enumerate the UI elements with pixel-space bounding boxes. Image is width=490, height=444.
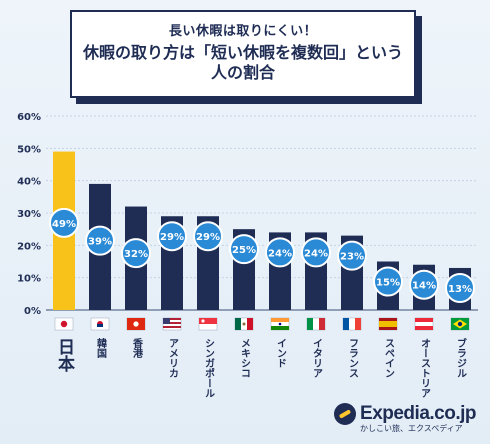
title-box: 長い休暇は取りにくい！ 休暇の取り方は「短い休暇を複数回」という人の割合 <box>70 10 416 98</box>
france-flag-icon <box>342 317 362 331</box>
category-label: 日本 <box>54 338 75 373</box>
value-bubble <box>265 237 295 268</box>
singapore-flag-icon <box>198 317 218 331</box>
y-tick-label: 60% <box>17 112 41 123</box>
category-label: オーストリア <box>419 338 431 398</box>
data-label: 29% <box>160 232 184 243</box>
value-bubble <box>121 238 151 269</box>
logo-name: Expedia.co.jp <box>360 403 476 424</box>
category-label: インド <box>275 338 287 368</box>
value-bubble <box>301 237 331 268</box>
data-label: 39% <box>88 237 112 248</box>
data-label: 25% <box>232 245 256 256</box>
data-label: 49% <box>52 219 76 230</box>
mexico-flag-icon <box>234 317 254 331</box>
category-label: アメリカ <box>167 338 179 378</box>
category-label: ブラジル <box>455 337 467 378</box>
value-bubble <box>85 225 115 256</box>
value-bubble <box>229 234 259 265</box>
value-bubble <box>157 221 187 252</box>
logo-tagline: かしこい旅、エクスペディア <box>360 424 463 433</box>
data-label: 32% <box>124 249 148 260</box>
value-bubble <box>409 269 439 300</box>
y-tick-label: 10% <box>17 274 41 285</box>
data-label: 24% <box>268 248 292 259</box>
category-label: イタリア <box>311 338 323 378</box>
austria-flag-icon <box>414 317 434 331</box>
india-flag-icon <box>270 317 290 331</box>
japan-flag-icon <box>54 317 74 331</box>
value-bubble <box>193 221 223 252</box>
plane-logo-icon <box>334 403 357 425</box>
value-bubble <box>49 207 79 238</box>
category-label: メキシコ <box>239 338 251 378</box>
data-label: 15% <box>376 278 400 289</box>
data-label: 23% <box>340 252 364 263</box>
data-label: 14% <box>412 281 436 292</box>
y-tick-label: 0% <box>24 306 41 317</box>
value-bubble <box>373 266 403 297</box>
value-bubble <box>337 240 367 271</box>
italy-flag-icon <box>306 317 326 331</box>
data-label: 29% <box>196 232 220 243</box>
hongkong-flag-icon <box>126 317 146 331</box>
category-label: シンガポール <box>203 338 215 398</box>
brazil-flag-icon <box>450 317 470 331</box>
y-tick-label: 20% <box>17 241 41 252</box>
expedia-logo: Expedia.co.jp かしこい旅、エクスペディア <box>334 403 476 434</box>
y-tick-label: 30% <box>17 209 41 220</box>
korea-flag-icon <box>90 317 110 331</box>
value-bubble <box>445 272 475 303</box>
category-label: 香港 <box>131 337 143 359</box>
chart-title: 休暇の取り方は「短い休暇を複数回」という人の割合 <box>82 43 403 82</box>
data-label: 13% <box>448 284 472 295</box>
data-label: 24% <box>304 248 328 259</box>
category-label: スペイン <box>383 338 395 378</box>
category-label: フランス <box>347 338 359 378</box>
spain-flag-icon <box>378 317 398 331</box>
y-tick-label: 50% <box>17 144 41 155</box>
chart-subtitle: 長い休暇は取りにくい！ <box>168 24 318 39</box>
category-label: 韓国 <box>95 337 107 359</box>
usa-flag-icon <box>162 317 182 331</box>
y-tick-label: 40% <box>17 177 41 188</box>
